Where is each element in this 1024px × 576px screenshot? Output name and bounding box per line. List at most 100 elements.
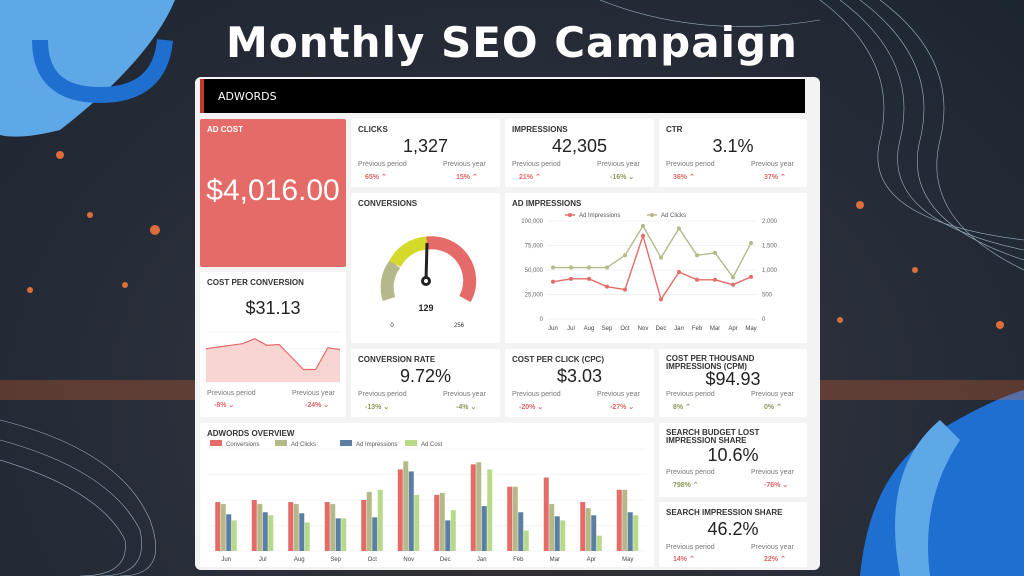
cpm-prev-period: 8% ⌃ <box>673 404 691 411</box>
bl-prev-year: -76% ⌄ <box>764 482 789 489</box>
data-point <box>551 265 555 270</box>
bar <box>580 502 586 551</box>
legend-swatch <box>340 440 352 446</box>
legend-label: Ad Impressions <box>356 442 397 448</box>
ad-cost-card: AD COST $4,016.00 <box>200 119 346 267</box>
cpconv-prev-year: -24% ⌄ <box>305 402 330 409</box>
gauge-min: 0 <box>390 323 394 329</box>
cpm-title-line2: IMPRESSIONS (CPM) <box>666 362 747 371</box>
cpm-prev-year-label: Previous year <box>751 391 794 398</box>
ad-impressions-card: AD IMPRESSIONS 0 25,000 50,000 75,000 100,00… <box>505 193 807 343</box>
y-left-tick-label: 0 <box>540 317 544 323</box>
bar <box>616 489 622 551</box>
data-point <box>677 226 681 231</box>
data-point <box>749 274 753 279</box>
data-point <box>605 265 609 270</box>
impressions-prev-period: 21% ⌃ <box>519 174 541 181</box>
cpc-prev-period-label: Previous period <box>512 391 561 398</box>
x-tick-label: Jan <box>477 557 487 563</box>
bar <box>257 504 263 551</box>
impressions-value: 42,305 <box>551 136 608 156</box>
bar <box>450 510 456 551</box>
legend-swatch <box>275 440 287 446</box>
cpm-prev-period-label: Previous period <box>666 391 715 398</box>
data-point <box>569 265 573 270</box>
bar <box>372 517 378 551</box>
conversions-gauge: 129 0 256 <box>380 236 477 329</box>
data-point <box>587 265 591 270</box>
dashboard-header: ADWORDS <box>200 79 805 113</box>
clicks-prev-year-label: Previous year <box>443 161 486 168</box>
impression-share-value: 46.2% <box>707 519 759 539</box>
ctr-card: CTR 3.1% Previous period Previous year 3… <box>659 119 807 187</box>
bar <box>324 502 330 551</box>
adwords-overview-title: ADWORDS OVERVIEW <box>207 429 295 438</box>
legend-label: Ad Cost <box>421 442 443 448</box>
bar <box>414 494 420 551</box>
x-tick-label: Jul <box>567 326 575 332</box>
bar <box>403 461 409 551</box>
ctr-prev-period: 36% ⌃ <box>673 174 695 181</box>
impression-share-title: SEARCH IMPRESSION SHARE <box>666 508 783 517</box>
x-tick-label: Nov <box>403 557 414 563</box>
clicks-card: CLICKS 1,327 Previous period Previous ye… <box>351 119 500 187</box>
x-tick-label: Aug <box>584 326 595 332</box>
gauge-arc-red <box>426 236 477 303</box>
ctr-prev-year: 37% ⌃ <box>764 174 786 181</box>
bar <box>330 504 336 551</box>
x-tick-label: Sep <box>330 557 341 563</box>
budget-lost-title: SEARCH BUDGET LOST IMPRESSION SHARE <box>666 429 759 445</box>
bar <box>549 504 555 551</box>
data-point <box>623 287 627 292</box>
bar <box>293 504 299 551</box>
ad-cost-value: $4,016.00 <box>206 174 340 207</box>
bar <box>439 492 445 551</box>
bar <box>408 471 414 551</box>
is-prev-year-value: 22% <box>764 556 779 563</box>
ctr-prev-year-value: 37% <box>764 174 779 181</box>
ad-impressions-chart: 0 25,000 50,000 75,000 100,000 0 500 1,000 1,500… <box>521 213 778 332</box>
cpc-card: COST PER CLICK (CPC) $3.03 Previous peri… <box>505 349 654 417</box>
cr-prev-period-value: -13% <box>365 404 382 411</box>
is-prev-period: 14% ⌃ <box>673 556 695 563</box>
legend-label: Conversions <box>226 442 259 448</box>
ad-cost-title: AD COST <box>207 125 243 134</box>
adwords-overview-card: ADWORDS OVERVIEW Conversions Ad Clicks Ad … <box>200 423 654 567</box>
bar <box>220 504 226 551</box>
bar <box>512 486 518 551</box>
cr-prev-year-value: -4% <box>456 404 469 411</box>
x-tick-label: Jul <box>259 557 267 563</box>
clicks-prev-period-value: 65% <box>365 174 380 181</box>
bar <box>397 469 403 551</box>
bar <box>591 515 597 551</box>
ad-impressions-title: AD IMPRESSIONS <box>512 199 582 208</box>
x-tick-label: May <box>745 326 756 332</box>
dashboard-panel: ADWORDS AD COST $4,016.00 CLICKS 1,327 P… <box>195 77 820 570</box>
is-prev-year-label: Previous year <box>751 544 794 551</box>
is-prev-period-value: 14% <box>673 556 688 563</box>
y-left-tick-label: 100,000 <box>521 219 543 225</box>
data-point <box>623 253 627 258</box>
clicks-prev-year: 15% ⌃ <box>456 174 478 181</box>
cpc-prev-year-value: -27% <box>610 404 627 411</box>
clicks-title: CLICKS <box>358 125 388 134</box>
bar <box>487 469 493 551</box>
impressions-prev-period-value: 21% <box>519 174 534 181</box>
data-point <box>659 255 663 260</box>
x-tick-label: Jun <box>548 326 558 332</box>
bar <box>518 512 524 551</box>
ctr-value: 3.1% <box>712 136 754 156</box>
cr-prev-year: -4% ⌄ <box>456 404 477 411</box>
bar <box>481 506 487 551</box>
ctr-prev-period-value: 36% <box>673 174 688 181</box>
cpc-prev-period-value: -20% <box>519 404 536 411</box>
budget-lost-card: SEARCH BUDGET LOST IMPRESSION SHARE 10.6… <box>659 423 807 497</box>
impressions-prev-period-label: Previous period <box>512 161 561 168</box>
bar <box>335 518 341 551</box>
x-tick-label: Oct <box>368 557 378 563</box>
data-point <box>731 275 735 280</box>
conversions-card: CONVERSIONS 129 0 256 <box>351 193 500 343</box>
cost-per-conversion-value: $31.13 <box>245 298 301 318</box>
gauge-max: 256 <box>454 323 465 329</box>
legend-swatch <box>405 440 417 446</box>
